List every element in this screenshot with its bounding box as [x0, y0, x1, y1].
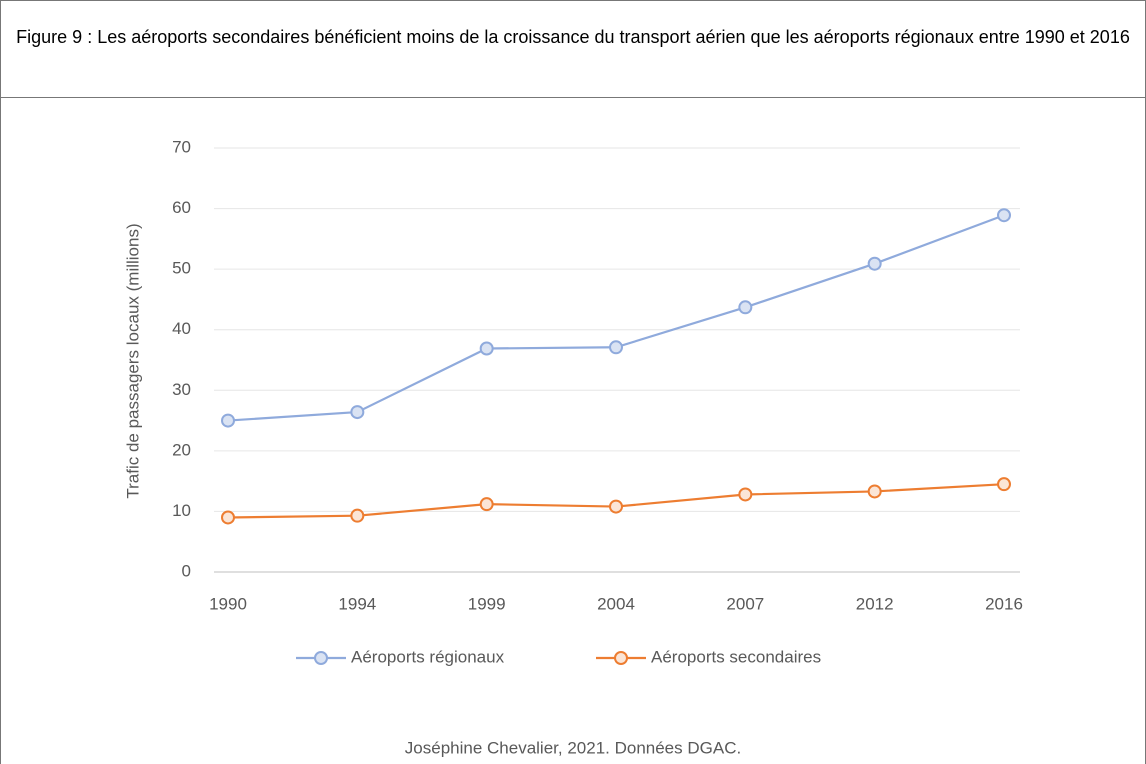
y-tick-label: 0	[182, 561, 191, 580]
marker	[350, 405, 365, 420]
marker	[350, 508, 365, 523]
marker	[221, 413, 235, 428]
x-tick-label: 2007	[726, 594, 764, 613]
marker	[867, 256, 882, 271]
marker	[609, 499, 623, 514]
y-tick-label: 50	[172, 259, 191, 278]
marker	[738, 300, 753, 315]
marker	[221, 510, 235, 525]
marker	[867, 484, 882, 499]
marker	[609, 340, 623, 355]
chart-title: Figure 9 : Les aéroports secondaires bén…	[1, 1, 1145, 98]
marker	[479, 497, 494, 512]
x-tick-label: 2012	[856, 594, 894, 613]
legend-marker	[314, 651, 328, 665]
x-tick-label: 1990	[209, 594, 247, 613]
source: Joséphine Chevalier, 2021. Données DGAC.	[405, 738, 741, 757]
x-tick-label: 1999	[468, 594, 506, 613]
x-tick-label: 2004	[597, 594, 635, 613]
line	[227, 214, 1005, 422]
marker	[479, 341, 494, 356]
legend-label: Aéroports régionaux	[351, 647, 505, 666]
y-tick-label: 60	[172, 198, 191, 217]
y-tick-label: 20	[172, 440, 191, 459]
x-tick-label: 1994	[338, 594, 376, 613]
y-axis-label: Trafic de passagers locaux (millions)	[123, 223, 142, 498]
legend-marker	[614, 651, 628, 665]
x-tick-label: 2016	[985, 594, 1023, 613]
y-tick-label: 40	[172, 319, 191, 338]
y-tick-label: 70	[172, 137, 191, 156]
marker	[997, 208, 1011, 223]
marker	[738, 487, 753, 502]
y-tick-label: 30	[172, 380, 191, 399]
legend-label: Aéroports secondaires	[651, 647, 821, 666]
marker	[997, 477, 1011, 492]
y-tick-label: 10	[172, 501, 191, 520]
